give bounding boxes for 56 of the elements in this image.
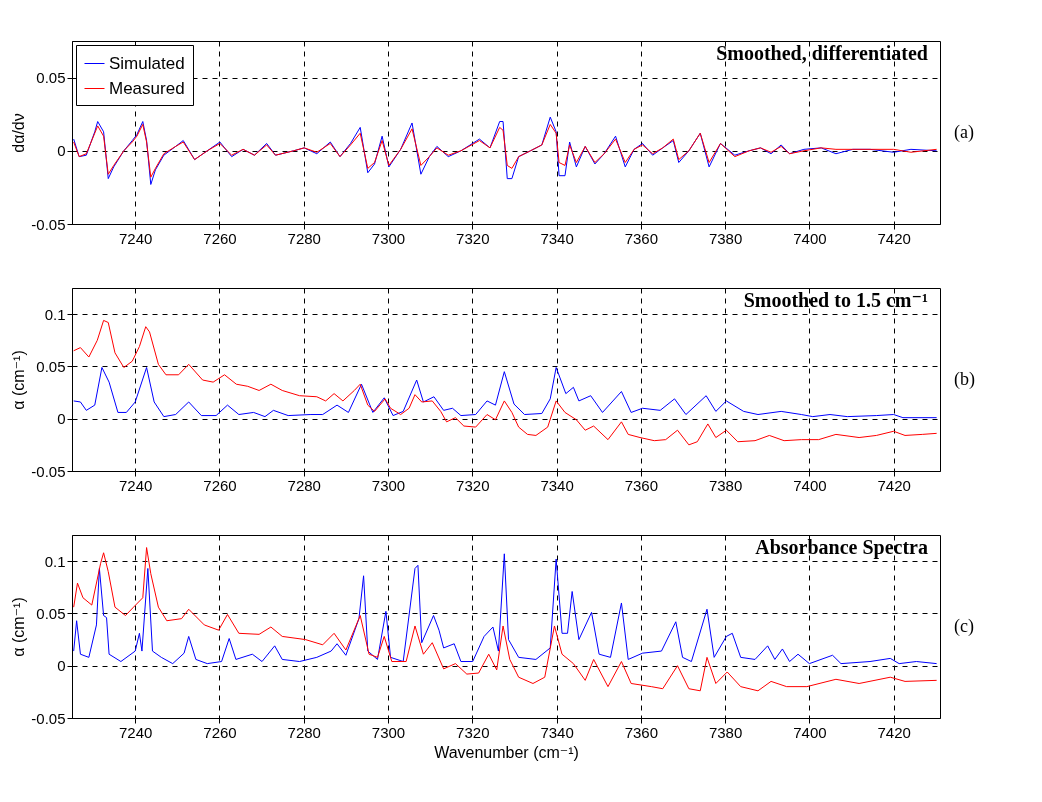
x-tick-label: 7380 [708, 229, 743, 247]
x-tick-label: 7360 [624, 476, 659, 494]
x-axis-title: Wavenumber (cm⁻¹) [434, 743, 579, 761]
y-tick-label: 0.05 [36, 357, 66, 375]
legend-label: Measured [109, 78, 185, 98]
x-tick-label: 7300 [371, 723, 406, 741]
x-tick-label: 7260 [203, 229, 237, 247]
x-tick-label: 7300 [371, 229, 406, 247]
x-tick-label: 7240 [119, 476, 153, 494]
y-tick-label: 0 [57, 142, 66, 160]
x-tick-label: 7360 [624, 229, 659, 247]
y-tick-label: 0.1 [44, 552, 66, 570]
x-tick-label: 7240 [119, 229, 153, 247]
text: (a) [954, 121, 974, 143]
x-tick-label: 7320 [456, 723, 490, 741]
x-tick-label: 7420 [877, 723, 911, 741]
x-tick-label: 7360 [624, 723, 659, 741]
x-tick-label: 7400 [793, 723, 827, 741]
chart-title: Absorbance Spectra [755, 536, 928, 559]
x-tick-label: 7260 [203, 476, 237, 494]
text: (c) [954, 615, 974, 637]
y-axis-title: α (cm⁻¹) [10, 597, 28, 657]
x-tick-label: 7280 [287, 229, 321, 247]
x-tick-label: 7340 [540, 229, 574, 247]
text: (b) [954, 368, 975, 390]
y-tick-label: 0.05 [36, 69, 66, 87]
y-tick-label: 0 [57, 657, 66, 675]
y-tick-label: 0 [57, 410, 66, 428]
x-tick-label: 7260 [203, 723, 237, 741]
x-tick-label: 7420 [877, 476, 911, 494]
x-tick-label: 7320 [456, 476, 490, 494]
y-tick-label: -0.05 [31, 709, 66, 727]
x-tick-label: 7380 [708, 476, 743, 494]
y-tick-label: -0.05 [31, 215, 66, 233]
line-series [73, 366, 938, 419]
chart-title: Smoothed to 1.5 cm⁻¹ [743, 289, 928, 311]
y-tick-label: 0.1 [44, 305, 66, 323]
y-tick-label: -0.05 [31, 462, 66, 480]
chart-title: Smoothed, differentiated [716, 42, 928, 64]
x-tick-label: 7300 [371, 476, 406, 494]
x-tick-label: 7240 [119, 723, 153, 741]
x-tick-label: 7420 [877, 229, 911, 247]
line-series [73, 319, 938, 446]
y-axis-title: dα/dν [10, 113, 28, 153]
legend-label: Simulated [109, 53, 185, 73]
y-tick-label: 0.05 [36, 604, 66, 622]
x-tick-label: 7320 [456, 229, 490, 247]
x-tick-label: 7340 [540, 723, 574, 741]
x-tick-label: 7400 [793, 229, 827, 247]
x-tick-label: 7400 [793, 476, 827, 494]
x-tick-label: 7380 [708, 723, 743, 741]
x-tick-label: 7340 [540, 476, 574, 494]
line-series [73, 123, 938, 178]
x-tick-label: 7280 [287, 723, 321, 741]
x-tick-label: 7280 [287, 476, 321, 494]
y-axis-title: α (cm⁻¹) [10, 350, 28, 410]
